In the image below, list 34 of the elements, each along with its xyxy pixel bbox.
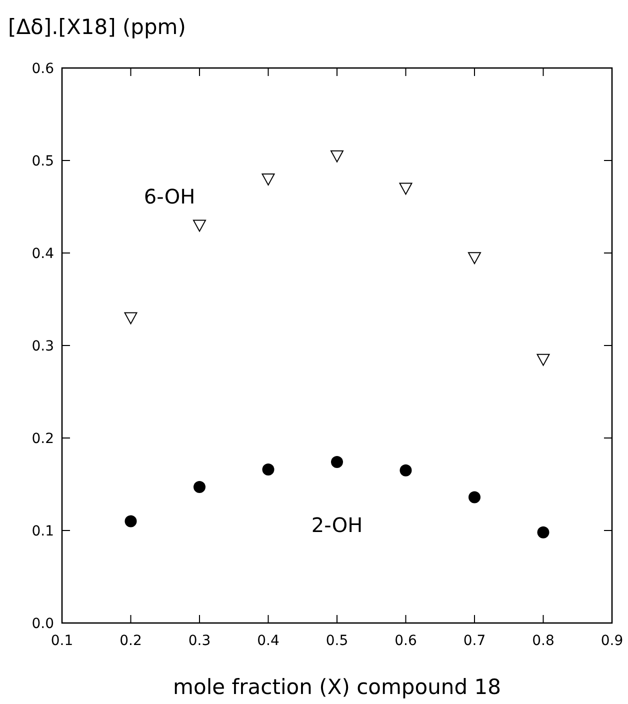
y-tick-label: 0.1	[32, 524, 54, 540]
y-tick-label: 0.6	[32, 61, 54, 77]
text: 2-OH	[311, 513, 363, 538]
x-tick-label: 0.8	[532, 633, 554, 649]
point	[262, 174, 275, 186]
y-tick-label: 0.4	[32, 246, 54, 262]
point	[468, 252, 481, 264]
y-tick-label: 0.2	[32, 431, 54, 447]
point	[330, 150, 344, 162]
point	[194, 481, 206, 494]
x-tick-label: 0.9	[600, 633, 624, 649]
x-tick-label: 0.7	[463, 633, 486, 649]
point	[468, 491, 480, 504]
point	[537, 526, 550, 538]
x-tick-label: 0.5	[326, 633, 348, 649]
x-tick-label: 0.3	[188, 633, 211, 649]
point	[400, 464, 412, 476]
point	[124, 312, 138, 324]
point	[331, 456, 343, 468]
x-tick-label: 0.1	[50, 633, 74, 649]
x-tick-label: 0.2	[120, 633, 142, 649]
point	[124, 515, 137, 528]
x-tick-label: 0.4	[257, 633, 280, 649]
x-tick-label: 0.6	[394, 633, 417, 649]
point	[399, 182, 412, 195]
y-tick-label: 0.0	[32, 616, 54, 632]
y-tick-label: 0.3	[32, 338, 54, 354]
point	[193, 220, 206, 232]
series-label: 6-OH	[144, 184, 196, 208]
chart-title: [Δδ].[X18] (ppm)	[8, 15, 186, 39]
point	[536, 354, 550, 366]
y-tick-label: 0.5	[32, 154, 54, 170]
x-axis-title: mole fraction (X) compound 18	[173, 675, 501, 699]
point	[262, 463, 274, 476]
